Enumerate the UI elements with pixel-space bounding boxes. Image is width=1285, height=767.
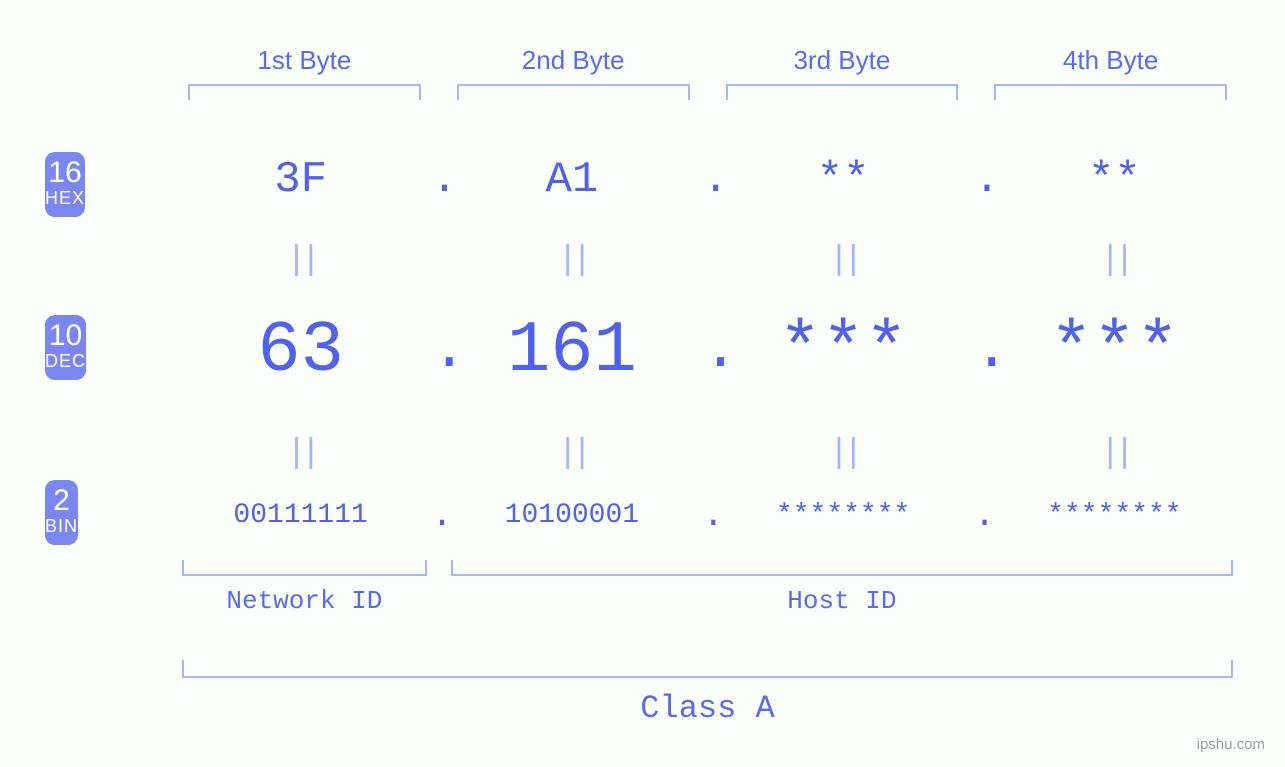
dot-separator: . <box>974 495 984 536</box>
bin-byte-2: 10100001 <box>441 500 702 531</box>
dec-byte-4: *** <box>984 310 1245 392</box>
hex-byte-1: 3F <box>170 155 431 205</box>
equals-icon: || <box>713 435 974 473</box>
host-id-bracket: Host ID <box>439 560 1245 616</box>
badge-base-name: BIN <box>45 516 78 537</box>
dot-separator: . <box>431 155 441 205</box>
equals-icon: || <box>984 242 1245 280</box>
bin-byte-3: ******** <box>713 500 974 531</box>
dot-separator: . <box>703 317 713 385</box>
equals-icon: || <box>170 435 431 473</box>
dot-separator: . <box>431 495 441 536</box>
badge-bin: 2 BIN <box>45 480 78 545</box>
equals-row-hex-dec: || || || || <box>170 242 1245 280</box>
dot-separator: . <box>431 317 441 385</box>
equals-row-dec-bin: || || || || <box>170 435 1245 473</box>
id-brackets: Network ID Host ID <box>170 560 1245 616</box>
equals-icon: || <box>984 435 1245 473</box>
dot-separator: . <box>703 495 713 536</box>
byte-header-label: 2nd Byte <box>439 45 708 76</box>
watermark: ipshu.com <box>1197 736 1265 753</box>
byte-header-1: 1st Byte <box>170 45 439 100</box>
equals-icon: || <box>170 242 431 280</box>
badge-hex: 16 HEX <box>45 152 85 217</box>
badge-base-name: DEC <box>45 351 86 372</box>
bin-byte-4: ******** <box>984 500 1245 531</box>
top-bracket <box>457 84 690 100</box>
byte-header-label: 3rd Byte <box>708 45 977 76</box>
top-bracket <box>726 84 959 100</box>
bottom-bracket <box>182 660 1233 678</box>
equals-icon: || <box>441 242 702 280</box>
host-id-label: Host ID <box>439 586 1245 616</box>
dec-row: 63 . 161 . *** . *** <box>170 310 1245 392</box>
class-label: Class A <box>170 690 1245 727</box>
byte-header-label: 4th Byte <box>976 45 1245 76</box>
equals-icon: || <box>713 242 974 280</box>
bin-byte-1: 00111111 <box>170 500 431 531</box>
byte-header-3: 3rd Byte <box>708 45 977 100</box>
byte-header-2: 2nd Byte <box>439 45 708 100</box>
badge-base-number: 2 <box>45 486 78 516</box>
network-id-bracket: Network ID <box>170 560 439 616</box>
badge-base-number: 10 <box>45 321 86 351</box>
byte-header-label: 1st Byte <box>170 45 439 76</box>
top-bracket <box>188 84 421 100</box>
hex-byte-2: A1 <box>441 155 702 205</box>
bin-row: 00111111 . 10100001 . ******** . *******… <box>170 495 1245 536</box>
dot-separator: . <box>703 155 713 205</box>
class-bracket: Class A <box>170 660 1245 727</box>
bottom-bracket <box>182 560 427 576</box>
badge-base-number: 16 <box>45 158 85 188</box>
byte-header-4: 4th Byte <box>976 45 1245 100</box>
dec-byte-2: 161 <box>441 310 702 392</box>
hex-byte-4: ** <box>984 155 1245 205</box>
hex-row: 3F . A1 . ** . ** <box>170 155 1245 205</box>
badge-base-name: HEX <box>45 188 85 209</box>
dot-separator: . <box>974 317 984 385</box>
network-id-label: Network ID <box>170 586 439 616</box>
dot-separator: . <box>974 155 984 205</box>
top-bracket <box>994 84 1227 100</box>
badge-dec: 10 DEC <box>45 315 86 380</box>
bottom-bracket <box>451 560 1233 576</box>
hex-byte-3: ** <box>713 155 974 205</box>
dec-byte-3: *** <box>713 310 974 392</box>
equals-icon: || <box>441 435 702 473</box>
byte-headers: 1st Byte 2nd Byte 3rd Byte 4th Byte <box>170 45 1245 100</box>
dec-byte-1: 63 <box>170 310 431 392</box>
